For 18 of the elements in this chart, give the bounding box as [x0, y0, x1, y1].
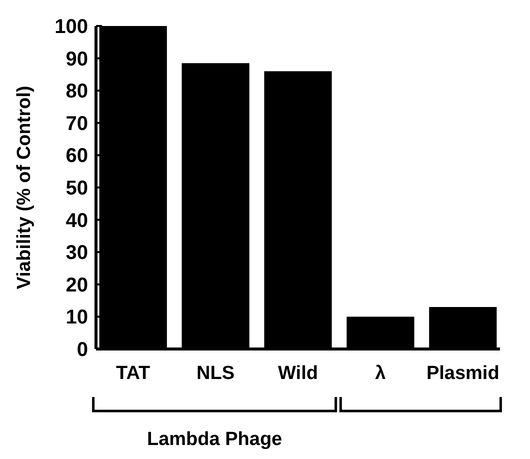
x-tick-label: λ — [375, 363, 386, 384]
y-tick-label: 70 — [66, 112, 88, 135]
y-tick-label: 100 — [54, 16, 88, 38]
y-tick-label: 90 — [66, 48, 88, 70]
y-tick-label: 20 — [66, 274, 88, 296]
y-tick-label: 30 — [66, 242, 88, 264]
x-tick-label: Plasmid — [426, 363, 500, 384]
text: Lambda Phage — [146, 429, 282, 450]
x-tick-label: NLS — [196, 363, 235, 384]
y-tick-label: 10 — [66, 306, 88, 329]
y-tick-label: 0 — [76, 339, 88, 361]
x-tick-label: TAT — [116, 363, 151, 384]
y-tick-label: 80 — [66, 80, 88, 103]
y-tick-label: 50 — [66, 178, 88, 200]
y-axis-title: Viability (% of Control) — [14, 86, 35, 290]
y-tick-label: 40 — [66, 210, 88, 232]
x-tick-label: Wild — [278, 363, 318, 384]
y-tick-label: 60 — [66, 145, 88, 168]
